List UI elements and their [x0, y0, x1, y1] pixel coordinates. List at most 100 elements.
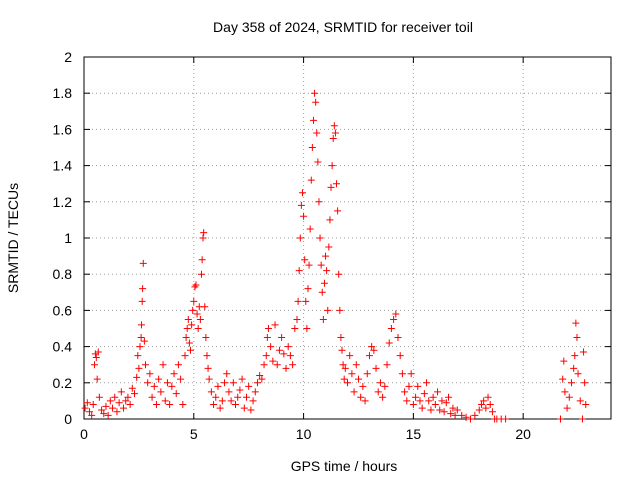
data-point	[298, 189, 306, 197]
data-point	[434, 388, 442, 396]
data-point	[242, 393, 250, 401]
data-point	[136, 343, 144, 351]
data-point	[338, 346, 346, 354]
data-point	[311, 89, 319, 97]
data-point	[193, 310, 201, 318]
data-point	[202, 334, 210, 342]
data-point	[326, 216, 334, 224]
data-point	[174, 361, 182, 369]
data-point	[245, 382, 253, 390]
data-point	[91, 361, 99, 369]
data-point	[359, 382, 367, 390]
data-point	[560, 357, 568, 365]
data-point	[221, 379, 229, 387]
data-point	[313, 129, 321, 137]
data-point	[117, 388, 125, 396]
data-point	[109, 404, 117, 412]
data-point	[214, 382, 222, 390]
data-point	[322, 252, 330, 260]
data-point	[407, 370, 415, 378]
data-point	[304, 285, 312, 293]
x-axis-title: GPS time / hours	[291, 458, 398, 474]
data-point	[350, 388, 358, 396]
data-point	[297, 201, 305, 209]
data-point	[323, 267, 331, 275]
data-point	[161, 397, 169, 405]
data-point	[365, 352, 373, 360]
data-point	[339, 361, 347, 369]
data-point	[572, 319, 580, 327]
data-point	[363, 370, 371, 378]
y-tick-label: 0.2	[53, 375, 73, 391]
data-point	[337, 334, 345, 342]
data-point	[273, 361, 281, 369]
data-point	[223, 370, 231, 378]
data-point	[184, 315, 192, 323]
data-point	[357, 393, 365, 401]
data-point	[216, 404, 224, 412]
data-point	[218, 397, 226, 405]
data-point	[263, 334, 271, 342]
data-point	[212, 393, 220, 401]
data-point	[401, 388, 409, 396]
data-point	[361, 397, 369, 405]
data-point	[88, 411, 96, 419]
data-point	[278, 334, 286, 342]
data-point	[403, 397, 411, 405]
data-point	[414, 382, 422, 390]
data-point	[207, 388, 215, 396]
data-point	[308, 144, 316, 151]
data-point	[190, 297, 198, 305]
data-point	[294, 297, 302, 305]
data-point	[305, 261, 313, 269]
data-point	[205, 375, 213, 383]
tick-marks	[83, 56, 611, 420]
data-point	[85, 408, 93, 416]
data-point	[135, 364, 143, 372]
data-point	[381, 382, 389, 390]
data-point	[199, 234, 207, 242]
data-point	[293, 315, 301, 323]
data-point	[431, 401, 439, 409]
data-point	[330, 122, 338, 130]
data-point	[316, 234, 324, 242]
data-point	[95, 393, 103, 401]
data-point	[258, 375, 266, 383]
data-point	[372, 364, 380, 372]
data-point	[307, 176, 315, 184]
data-point	[269, 357, 277, 365]
data-point	[317, 261, 325, 269]
x-tick-label: 15	[406, 426, 422, 442]
data-point	[573, 334, 581, 342]
data-point	[301, 256, 309, 264]
data-point	[170, 370, 178, 378]
data-point	[229, 379, 237, 387]
data-point	[327, 183, 335, 191]
data-point	[580, 348, 588, 356]
data-point	[126, 401, 134, 409]
data-point	[385, 339, 393, 347]
data-point	[344, 379, 351, 387]
data-point	[256, 372, 264, 380]
data-point	[570, 364, 578, 372]
data-point	[309, 116, 317, 124]
data-point	[92, 353, 100, 361]
data-point	[320, 279, 328, 287]
data-point	[247, 406, 255, 414]
y-tick-label: 1	[64, 230, 72, 246]
data-point	[204, 364, 212, 372]
data-point	[295, 267, 303, 275]
data-point	[133, 373, 141, 381]
data-point	[148, 393, 156, 401]
data-point	[429, 393, 437, 401]
data-point	[341, 364, 349, 372]
data-point	[438, 397, 446, 405]
y-tick-label: 1.8	[53, 85, 73, 101]
data-point	[267, 343, 275, 351]
data-point	[282, 364, 290, 372]
data-point	[186, 346, 194, 354]
data-point	[191, 283, 199, 291]
data-point	[122, 397, 130, 405]
data-point	[412, 393, 420, 401]
data-point	[240, 404, 248, 412]
